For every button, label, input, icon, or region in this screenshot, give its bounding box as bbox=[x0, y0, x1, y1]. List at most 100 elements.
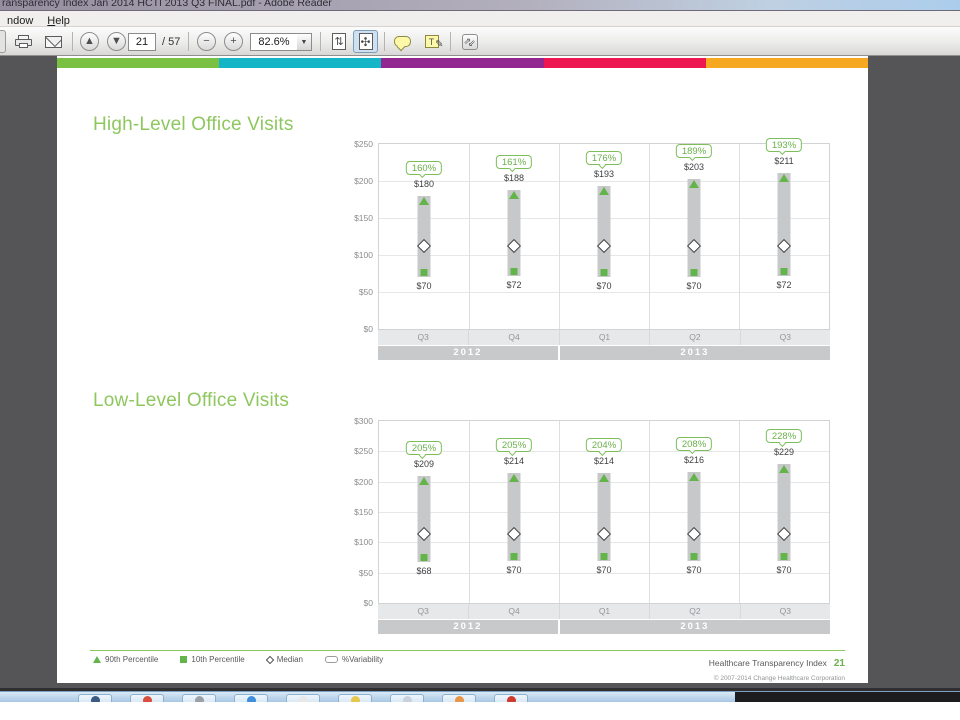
fit-page-button[interactable] bbox=[353, 30, 378, 53]
variability-bubble: 189% bbox=[675, 143, 713, 162]
fit-page-icon bbox=[358, 33, 373, 50]
p10-value-label: $70 bbox=[776, 564, 792, 575]
taskbar-button[interactable] bbox=[390, 694, 424, 702]
chart-column: $216 $70 208% bbox=[649, 421, 739, 603]
womens-health-chart: $250 $200 $150 $100 $50 $0 $180 $70 160% $188 $72 1… bbox=[354, 137, 830, 360]
annotate-button[interactable]: T bbox=[418, 30, 445, 53]
toolbar-separator bbox=[188, 32, 189, 51]
menu-item-ndow[interactable]: ndow bbox=[7, 15, 34, 27]
taskbar-button[interactable] bbox=[78, 694, 112, 702]
quarter-label: Q4 bbox=[468, 604, 558, 619]
print-button[interactable] bbox=[10, 30, 37, 53]
gridline bbox=[379, 292, 829, 293]
email-button[interactable] bbox=[40, 30, 67, 53]
taskbar-button[interactable] bbox=[130, 694, 164, 702]
scrolling-mode-button[interactable] bbox=[326, 30, 351, 53]
p90-triangle-icon bbox=[689, 472, 699, 481]
toolbar-separator bbox=[450, 32, 451, 51]
p90-triangle-icon bbox=[509, 474, 519, 483]
minus-icon: − bbox=[197, 32, 216, 51]
range-bar bbox=[777, 172, 791, 276]
taskbar-dark-region bbox=[735, 692, 960, 702]
footer-divider bbox=[90, 650, 845, 651]
bubble-tail bbox=[598, 448, 606, 456]
year-label: 2012 bbox=[378, 620, 558, 634]
legend-item: Median bbox=[265, 655, 303, 664]
chevron-down-icon: ▼ bbox=[300, 39, 308, 46]
p10-square-icon bbox=[690, 269, 698, 277]
bubble-tail bbox=[508, 448, 516, 456]
chart-column: $211 $72 193% bbox=[739, 137, 829, 329]
range-bar bbox=[687, 471, 701, 561]
taskbar-app-icon bbox=[506, 696, 516, 702]
taskbar-app-icon bbox=[246, 696, 256, 702]
quarter-band: Q3 Q4 Q1 Q2 Q3 bbox=[378, 604, 830, 619]
next-page-button[interactable]: ▼ bbox=[104, 30, 129, 53]
p10-square-icon bbox=[420, 553, 428, 561]
ytick-label: $150 bbox=[354, 213, 373, 223]
page-total-label: / 57 bbox=[162, 36, 181, 48]
page-number-input[interactable] bbox=[128, 33, 156, 51]
p90-triangle-icon bbox=[599, 187, 609, 196]
taskbar-button[interactable] bbox=[182, 694, 216, 702]
chart-column: $214 $70 204% bbox=[559, 421, 649, 603]
column-separator bbox=[739, 144, 740, 329]
variability-bubble: 228% bbox=[765, 429, 803, 447]
zoom-level-field[interactable]: 82.6% bbox=[250, 33, 298, 51]
page-scroll-icon bbox=[331, 33, 346, 50]
column-separator bbox=[559, 421, 560, 603]
taskbar-button[interactable] bbox=[494, 694, 528, 702]
variability-bubble: 204% bbox=[585, 438, 623, 456]
menu-item-help[interactable]: Help bbox=[47, 15, 70, 27]
year-label: 2013 bbox=[559, 346, 830, 360]
legend-item: %Variability bbox=[325, 655, 383, 664]
taskbar-button[interactable] bbox=[442, 694, 476, 702]
zoom-out-button[interactable]: − bbox=[194, 30, 219, 53]
p90-value-label: $180 bbox=[413, 178, 435, 189]
menu-bar: ndow Help bbox=[0, 11, 960, 27]
fullscreen-button[interactable] bbox=[456, 30, 483, 53]
p90-value-label: $203 bbox=[683, 161, 705, 172]
ytick-label: $250 bbox=[354, 139, 373, 149]
quarter-label: Q3 bbox=[739, 604, 830, 619]
toolbar-separator bbox=[384, 32, 385, 51]
p10-square-icon bbox=[600, 552, 608, 560]
chart-column: $188 $72 161% bbox=[469, 144, 559, 329]
range-bar bbox=[507, 473, 521, 561]
ytick-label: $150 bbox=[354, 507, 373, 517]
p90-triangle-icon bbox=[509, 190, 519, 199]
quarter-label: Q2 bbox=[649, 330, 739, 345]
brand-color-stripe bbox=[57, 58, 869, 68]
zoom-in-button[interactable]: + bbox=[221, 30, 246, 53]
window-bottom-edge bbox=[0, 688, 960, 691]
taskbar-app-icon bbox=[142, 696, 152, 702]
envelope-icon bbox=[45, 35, 62, 48]
taskbar-button[interactable] bbox=[234, 694, 268, 702]
chart-column: $180 $70 160% bbox=[379, 144, 469, 329]
bubble-tail bbox=[688, 447, 696, 455]
p10-square-icon bbox=[510, 267, 518, 275]
ytick-label: $0 bbox=[363, 324, 373, 334]
gridline bbox=[379, 181, 829, 182]
p10-square-icon bbox=[420, 269, 428, 277]
comment-button[interactable] bbox=[389, 30, 416, 53]
taskbar-button[interactable] bbox=[338, 694, 372, 702]
p90-triangle-icon bbox=[419, 477, 429, 486]
clipped-toolbar-button[interactable] bbox=[0, 30, 6, 53]
p90-triangle-icon bbox=[779, 173, 789, 182]
speech-bubble-icon bbox=[394, 36, 411, 47]
zoom-dropdown-button[interactable]: ▼ bbox=[297, 33, 312, 51]
ytick-label: $200 bbox=[354, 176, 373, 186]
column-separator bbox=[649, 144, 650, 329]
expand-arrows-icon bbox=[461, 33, 478, 50]
stripe-segment-2 bbox=[381, 58, 544, 68]
ytick-label: $100 bbox=[354, 250, 373, 260]
variability-bubble: 193% bbox=[765, 137, 803, 156]
taskbar-button[interactable] bbox=[286, 694, 320, 702]
previous-page-button[interactable]: ▲ bbox=[77, 30, 102, 53]
p90-triangle-icon bbox=[689, 179, 699, 188]
stripe-segment-1 bbox=[219, 58, 382, 68]
taskbar-app-icon bbox=[298, 696, 308, 702]
p10-value-label: $70 bbox=[416, 281, 432, 292]
legend-label: 90th Percentile bbox=[105, 655, 159, 664]
